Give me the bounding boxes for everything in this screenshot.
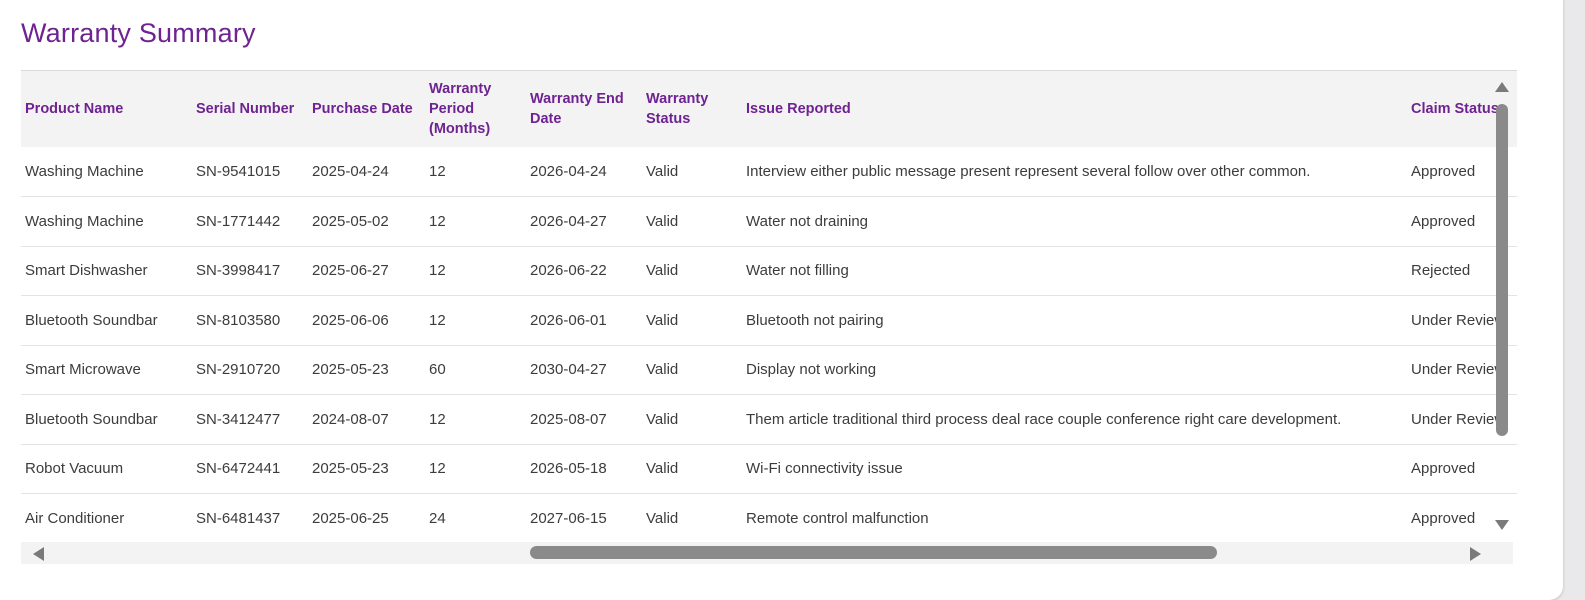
table-row[interactable]: Washing Machine SN-9541015 2025-04-24 12 202… xyxy=(21,147,1517,197)
cell-warranty-period: 12 xyxy=(429,163,446,180)
cell-claim-status: Under Review xyxy=(1411,410,1506,428)
cell-product-name: Bluetooth Soundbar xyxy=(25,311,158,329)
cell-warranty-period: 60 xyxy=(429,361,446,379)
vertical-scrollbar[interactable] xyxy=(1492,80,1513,532)
cell-claim-status: Approved xyxy=(1411,163,1476,180)
table-row[interactable]: Air Conditioner SN-6481437 2025-06-25 24 202… xyxy=(21,494,1517,543)
triangle-down-icon[interactable] xyxy=(1495,520,1509,530)
cell-product-name: Air Conditioner xyxy=(25,509,125,527)
header-warranty-status[interactable]: Warranty Status xyxy=(646,91,709,127)
cell-warranty-period: 12 xyxy=(429,460,446,478)
vertical-scroll-thumb[interactable] xyxy=(1496,104,1508,436)
cell-warranty-end-date: 2026-06-01 xyxy=(530,311,607,329)
cell-warranty-status: Valid xyxy=(646,410,679,428)
cell-purchase-date: 2025-06-25 xyxy=(312,509,389,527)
cell-warranty-end-date: 2026-05-18 xyxy=(530,460,607,478)
header-purchase-date[interactable]: Purchase Date xyxy=(312,101,413,117)
cell-purchase-date: 2025-05-23 xyxy=(312,460,389,478)
cell-issue-reported: Remote control malfunction xyxy=(746,509,929,527)
cell-warranty-status: Valid xyxy=(646,509,679,527)
table-row[interactable]: Smart Microwave SN-2910720 2025-05-23 60 203… xyxy=(21,345,1517,395)
header-product-name[interactable]: Product Name xyxy=(25,101,124,117)
horizontal-scroll-thumb[interactable] xyxy=(530,546,1217,559)
cell-warranty-end-date: 2027-06-15 xyxy=(530,509,607,527)
cell-warranty-period: 12 xyxy=(429,212,446,230)
cell-warranty-period: 12 xyxy=(429,410,446,428)
cell-claim-status: Approved xyxy=(1411,509,1476,527)
cell-serial-number: SN-1771442 xyxy=(196,212,281,230)
header-warranty-period[interactable]: Warranty Period (Months) xyxy=(429,81,492,137)
table-viewport: Product Name Serial Number Purchase Date… xyxy=(21,70,1517,543)
cell-claim-status: Approved xyxy=(1411,212,1476,230)
cell-warranty-status: Valid xyxy=(646,311,679,329)
cell-warranty-period: 12 xyxy=(429,311,446,329)
cell-claim-status: Rejected xyxy=(1411,262,1471,280)
cell-serial-number: SN-3412477 xyxy=(196,410,281,428)
cell-issue-reported: Wi-Fi connectivity issue xyxy=(746,460,903,478)
table-body: Washing Machine SN-9541015 2025-04-24 12 202… xyxy=(21,147,1517,543)
cell-serial-number: SN-6481437 xyxy=(196,509,281,527)
table-row[interactable]: Robot Vacuum SN-6472441 2025-05-23 12 2026-0… xyxy=(21,444,1517,494)
cell-issue-reported: Interview either public message present … xyxy=(746,163,1311,180)
cell-serial-number: SN-8103580 xyxy=(196,311,281,329)
header-issue-reported[interactable]: Issue Reported xyxy=(746,101,851,117)
table-row[interactable]: Bluetooth Soundbar SN-8103580 2025-06-06 12… xyxy=(21,296,1517,345)
cell-purchase-date: 2025-04-24 xyxy=(312,163,389,180)
cell-warranty-status: Valid xyxy=(646,262,679,280)
table-row[interactable]: Washing Machine SN-1771442 2025-05-02 12 202… xyxy=(21,197,1517,246)
cell-issue-reported: Them article traditional third process d… xyxy=(746,410,1342,428)
cell-serial-number: SN-6472441 xyxy=(196,460,281,478)
cell-warranty-end-date: 2025-08-07 xyxy=(530,410,607,428)
triangle-up-icon[interactable] xyxy=(1495,82,1509,92)
cell-serial-number: SN-9541015 xyxy=(196,163,281,180)
table-row[interactable]: Smart Dishwasher SN-3998417 2025-06-27 12 20… xyxy=(21,246,1517,296)
cell-purchase-date: 2025-06-27 xyxy=(312,262,389,280)
cell-product-name: Smart Microwave xyxy=(25,361,141,379)
cell-product-name: Robot Vacuum xyxy=(25,460,124,478)
cell-warranty-period: 12 xyxy=(429,262,446,280)
cell-warranty-end-date: 2026-04-27 xyxy=(530,212,607,230)
cell-warranty-end-date: 2026-04-24 xyxy=(530,163,607,180)
triangle-right-icon[interactable] xyxy=(1470,547,1481,561)
table-row[interactable]: Bluetooth Soundbar SN-3412477 2024-08-07 12… xyxy=(21,395,1517,444)
cell-warranty-period: 24 xyxy=(429,509,446,527)
cell-purchase-date: 2024-08-07 xyxy=(312,410,389,428)
cell-serial-number: SN-2910720 xyxy=(196,361,281,379)
cell-issue-reported: Display not working xyxy=(746,361,877,379)
cell-product-name: Washing Machine xyxy=(25,212,144,230)
header-claim-status[interactable]: Claim Status xyxy=(1411,101,1499,117)
cell-purchase-date: 2025-06-06 xyxy=(312,311,389,329)
cell-warranty-end-date: 2030-04-27 xyxy=(530,361,607,379)
cell-product-name: Washing Machine xyxy=(25,163,144,180)
header-warranty-end-date[interactable]: Warranty End Date xyxy=(530,91,624,127)
cell-product-name: Smart Dishwasher xyxy=(25,262,148,280)
cell-warranty-status: Valid xyxy=(646,163,679,180)
cell-product-name: Bluetooth Soundbar xyxy=(25,410,158,428)
horizontal-scrollbar[interactable] xyxy=(21,542,1513,564)
cell-purchase-date: 2025-05-23 xyxy=(312,361,389,379)
cell-warranty-end-date: 2026-06-22 xyxy=(530,262,607,280)
cell-claim-status: Approved xyxy=(1411,460,1476,478)
cell-purchase-date: 2025-05-02 xyxy=(312,212,389,230)
warranty-table: Product Name Serial Number Purchase Date… xyxy=(21,71,1517,543)
cell-issue-reported: Water not filling xyxy=(746,262,849,280)
cell-serial-number: SN-3998417 xyxy=(196,262,281,280)
table-header-row: Product Name Serial Number Purchase Date… xyxy=(21,71,1517,147)
cell-warranty-status: Valid xyxy=(646,212,679,230)
cell-warranty-status: Valid xyxy=(646,361,679,379)
cell-issue-reported: Water not draining xyxy=(746,212,869,230)
cell-issue-reported: Bluetooth not pairing xyxy=(746,311,884,329)
cell-claim-status: Under Review xyxy=(1411,311,1506,329)
triangle-left-icon[interactable] xyxy=(33,547,44,561)
cell-claim-status: Under Review xyxy=(1411,361,1506,379)
cell-warranty-status: Valid xyxy=(646,460,679,478)
page-title: Warranty Summary xyxy=(21,18,256,48)
header-serial-number[interactable]: Serial Number xyxy=(196,101,295,117)
